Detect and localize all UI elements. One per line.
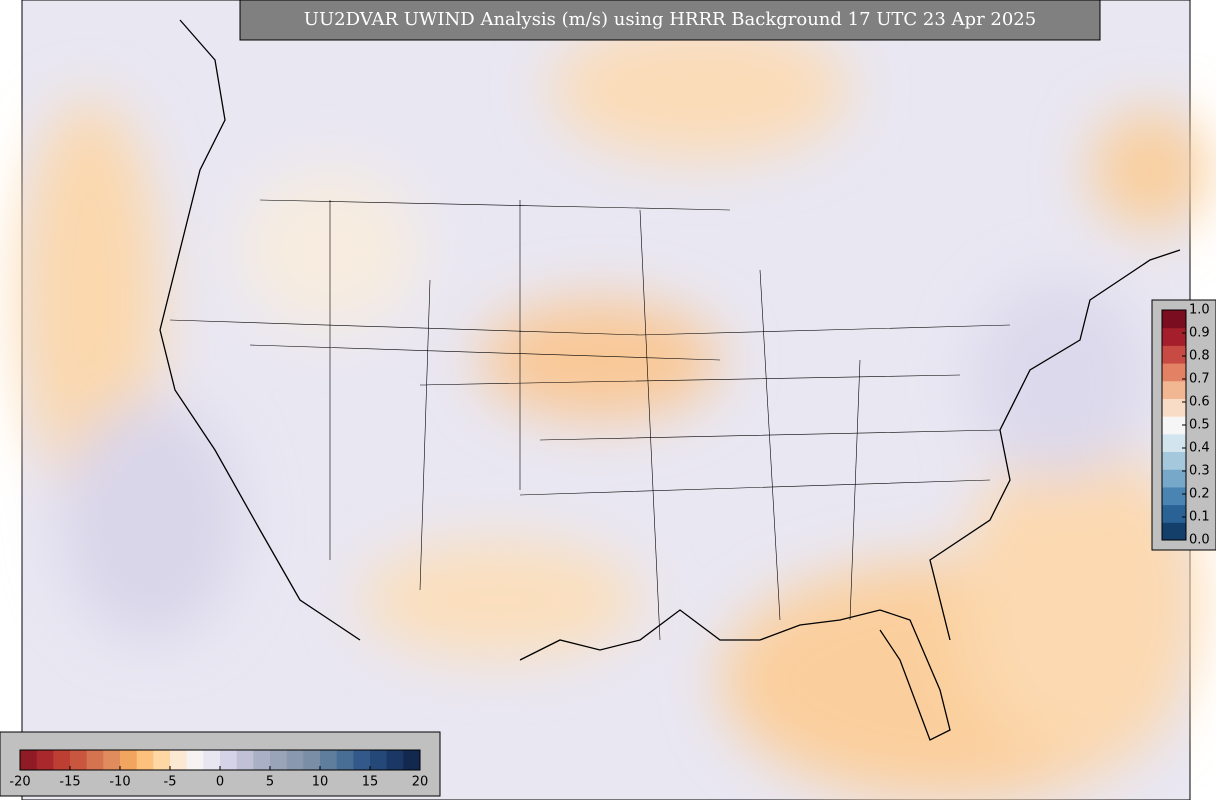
- color-bin: [186, 750, 204, 770]
- tick-label: 0.1: [1189, 510, 1210, 525]
- color-bin: [1162, 363, 1186, 382]
- color-bin: [286, 750, 304, 770]
- tick-label: 0.9: [1189, 326, 1210, 341]
- color-bin: [1162, 433, 1186, 453]
- color-bin: [20, 750, 38, 770]
- tick-label: 0.5: [1189, 418, 1210, 433]
- wind-colorbar: -20 -15 -10 -5 0 5 10 15 20: [9, 749, 429, 790]
- color-bin: [53, 750, 71, 770]
- tick-label: -10: [109, 775, 130, 790]
- color-bin: [1162, 451, 1186, 470]
- tick-label: 0.0: [1189, 533, 1210, 548]
- color-bin: [1162, 504, 1186, 523]
- tick-label: -15: [59, 775, 80, 790]
- color-bin: [36, 750, 54, 770]
- map: [20, 0, 1210, 800]
- tick-label: 0.6: [1189, 395, 1210, 410]
- color-bin: [386, 750, 404, 770]
- color-bin: [203, 750, 221, 770]
- color-bin: [153, 750, 171, 770]
- color-bin: [1162, 416, 1186, 435]
- tick-label: 0.2: [1189, 487, 1210, 502]
- color-bin: [370, 750, 388, 770]
- color-bin: [353, 750, 371, 770]
- color-bin: [1162, 310, 1186, 329]
- color-bin: [1162, 486, 1186, 506]
- color-bin: [303, 750, 321, 770]
- fraction-colorbar: 0.0 0.1 0.2 0.3 0.4 0.5 0.6 0.7 0.8 0.9 1.0: [1161, 303, 1210, 548]
- color-bin: [136, 750, 154, 770]
- color-bin: [70, 750, 88, 770]
- state-borders: [169, 199, 1011, 641]
- color-bin: [253, 750, 271, 770]
- tick-label: 0.3: [1189, 464, 1210, 479]
- map-title: UU2DVAR UWIND Analysis (m/s) using HRRR …: [304, 9, 1036, 30]
- color-bin: [170, 750, 188, 770]
- tick-label: 10: [312, 775, 329, 790]
- color-bin: [120, 750, 138, 770]
- title-box: UU2DVAR UWIND Analysis (m/s) using HRRR …: [239, 0, 1101, 41]
- tick-label: 0.7: [1189, 372, 1210, 387]
- color-bin: [320, 750, 338, 770]
- color-bin: [270, 750, 288, 770]
- color-bin: [1162, 522, 1186, 541]
- tick-label: 5: [266, 775, 274, 790]
- color-bin: [236, 750, 254, 770]
- tick-label: -20: [9, 775, 30, 790]
- coastline: [159, 19, 1181, 741]
- color-bin: [403, 750, 421, 770]
- tick-label: 1.0: [1189, 303, 1210, 318]
- color-bin: [103, 750, 121, 770]
- color-bin: [1162, 345, 1186, 364]
- color-bin: [220, 750, 238, 770]
- color-bin: [336, 750, 354, 770]
- color-bin: [1162, 380, 1186, 399]
- tick-label: -5: [164, 775, 177, 790]
- tick-label: 0: [216, 775, 224, 790]
- tick-label: 0.8: [1189, 349, 1210, 364]
- color-bin: [1162, 469, 1186, 488]
- color-bin: [1162, 327, 1186, 346]
- color-bin: [86, 750, 104, 770]
- tick-label: 15: [362, 775, 379, 790]
- tick-label: 20: [412, 775, 429, 790]
- tick-label: 0.4: [1189, 441, 1210, 456]
- wind-field: [20, 20, 1210, 800]
- color-bin: [1162, 398, 1186, 417]
- title-background: [239, 0, 1101, 41]
